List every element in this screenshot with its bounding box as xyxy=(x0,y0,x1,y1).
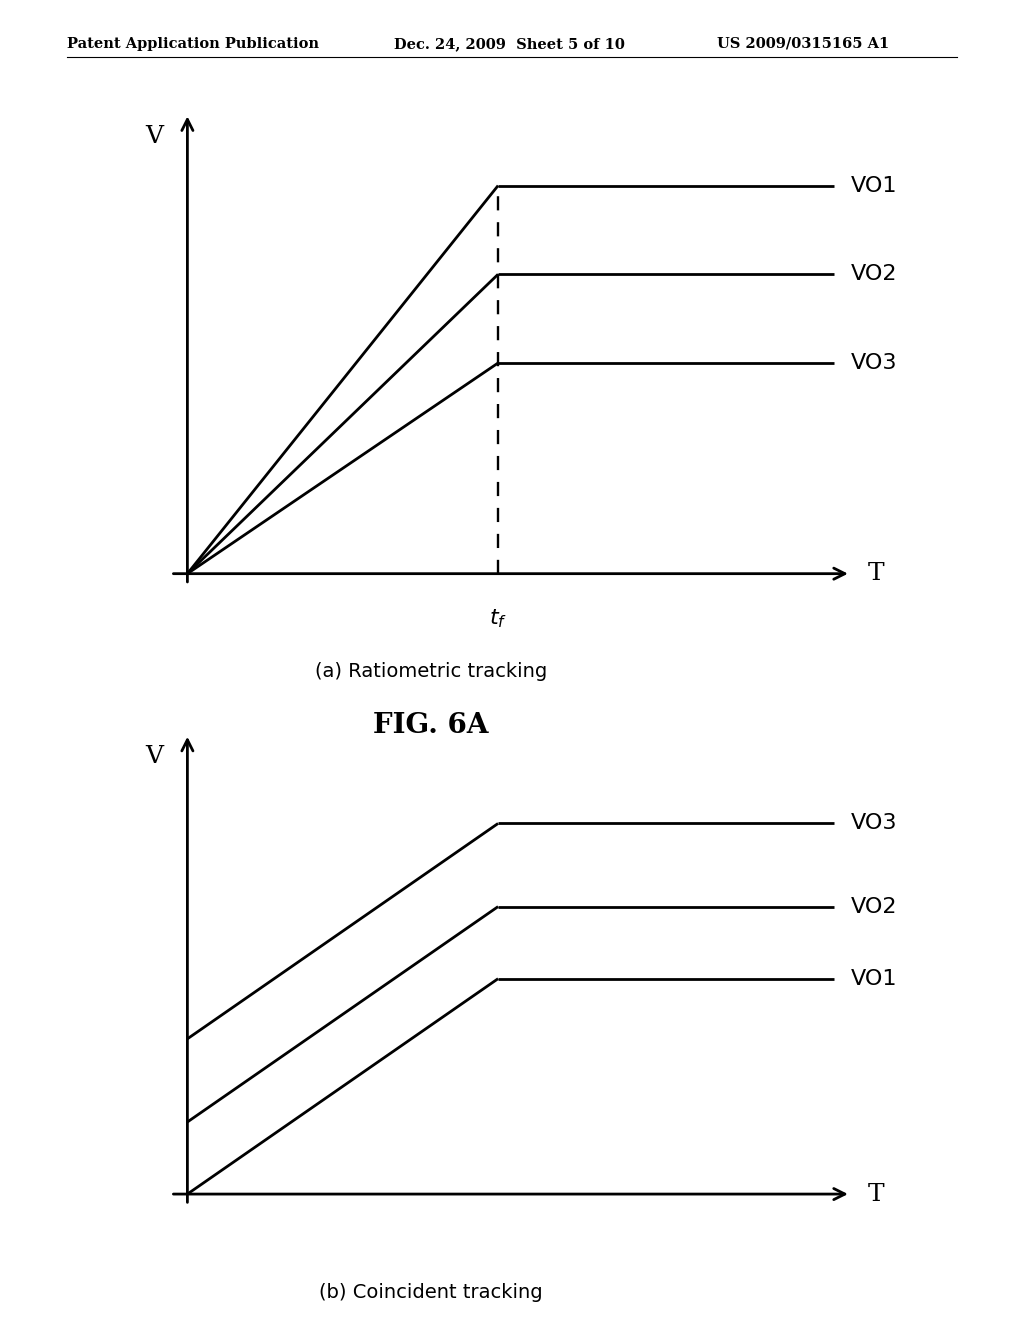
Text: VO1: VO1 xyxy=(851,969,897,989)
Text: VO2: VO2 xyxy=(851,264,897,284)
Text: US 2009/0315165 A1: US 2009/0315165 A1 xyxy=(717,37,889,51)
Text: T: T xyxy=(867,1183,884,1205)
Text: (a) Ratiometric tracking: (a) Ratiometric tracking xyxy=(314,663,547,681)
Text: VO3: VO3 xyxy=(851,352,897,374)
Text: V: V xyxy=(144,744,163,768)
Text: VO3: VO3 xyxy=(851,813,897,833)
Text: T: T xyxy=(867,562,884,585)
Text: VO1: VO1 xyxy=(851,176,897,195)
Text: Patent Application Publication: Patent Application Publication xyxy=(67,37,318,51)
Text: V: V xyxy=(144,124,163,148)
Text: FIG. 6A: FIG. 6A xyxy=(373,713,488,739)
Text: $t_f$: $t_f$ xyxy=(489,607,507,630)
Text: Dec. 24, 2009  Sheet 5 of 10: Dec. 24, 2009 Sheet 5 of 10 xyxy=(394,37,625,51)
Text: (b) Coincident tracking: (b) Coincident tracking xyxy=(319,1283,543,1302)
Text: VO2: VO2 xyxy=(851,896,897,916)
